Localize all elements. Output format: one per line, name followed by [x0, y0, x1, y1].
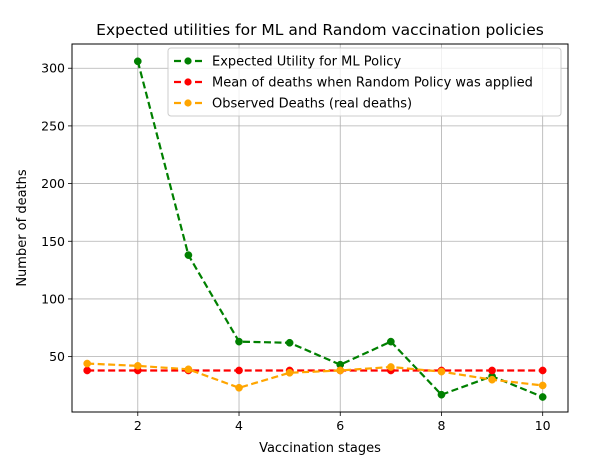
- y-tick-label: 300: [41, 61, 65, 76]
- chart-title: Expected utilities for ML and Random vac…: [96, 21, 544, 39]
- chart-legend: Expected Utility for ML Policy Mean of de…: [167, 47, 562, 117]
- data-point: [133, 362, 142, 370]
- series-3: [83, 359, 547, 392]
- legend-item: Observed Deaths (real deaths): [174, 97, 412, 112]
- data-point: [538, 393, 547, 401]
- legend-box: [167, 47, 562, 117]
- legend-label: Expected Utility for ML Policy: [212, 55, 401, 70]
- data-point: [538, 366, 547, 375]
- y-axis-label: Number of deaths: [15, 169, 30, 287]
- legend-label: Observed Deaths (real deaths): [212, 97, 412, 112]
- axis-ticks: 2 4 6 8 10 50 100 150 200 250 300: [41, 61, 551, 433]
- data-point: [285, 368, 294, 377]
- data-point: [336, 366, 345, 375]
- y-tick-label: 150: [41, 234, 65, 249]
- y-tick-label: 50: [49, 349, 65, 364]
- data-point: [184, 365, 193, 374]
- data-point: [83, 359, 92, 368]
- data-point: [235, 337, 243, 346]
- legend-item: Mean of deaths when Random Policy was ap…: [174, 76, 533, 91]
- series-1: [133, 57, 547, 401]
- y-tick-label: 200: [41, 176, 65, 191]
- data-point: [387, 337, 395, 346]
- data-point: [437, 367, 446, 376]
- legend-item: Expected Utility for ML Policy: [174, 55, 401, 70]
- x-tick-label: 2: [134, 418, 142, 433]
- data-point: [133, 57, 142, 66]
- data-series: [83, 57, 547, 401]
- data-point: [235, 366, 243, 375]
- y-tick-label: 100: [41, 291, 65, 306]
- data-point: [83, 366, 92, 375]
- plot-area-frame: [71, 43, 569, 413]
- data-point: [285, 338, 294, 347]
- x-tick-label: 10: [535, 418, 551, 433]
- x-tick-label: 4: [235, 418, 243, 433]
- data-point: [235, 383, 243, 392]
- data-point: [488, 366, 496, 375]
- legend-label: Mean of deaths when Random Policy was ap…: [212, 76, 533, 91]
- data-point: [437, 390, 446, 399]
- x-axis-label: Vaccination stages: [259, 441, 381, 456]
- legend-marker: [184, 57, 192, 65]
- legend-marker: [184, 99, 192, 107]
- data-point: [488, 375, 496, 384]
- x-tick-label: 6: [336, 418, 344, 433]
- series-line: [136, 61, 544, 399]
- data-point: [387, 363, 395, 371]
- y-tick-label: 250: [41, 118, 65, 133]
- series-line: [87, 362, 543, 389]
- x-tick-label: 8: [437, 418, 445, 433]
- data-point: [538, 381, 547, 390]
- data-point: [184, 251, 193, 259]
- legend-marker: [184, 78, 192, 86]
